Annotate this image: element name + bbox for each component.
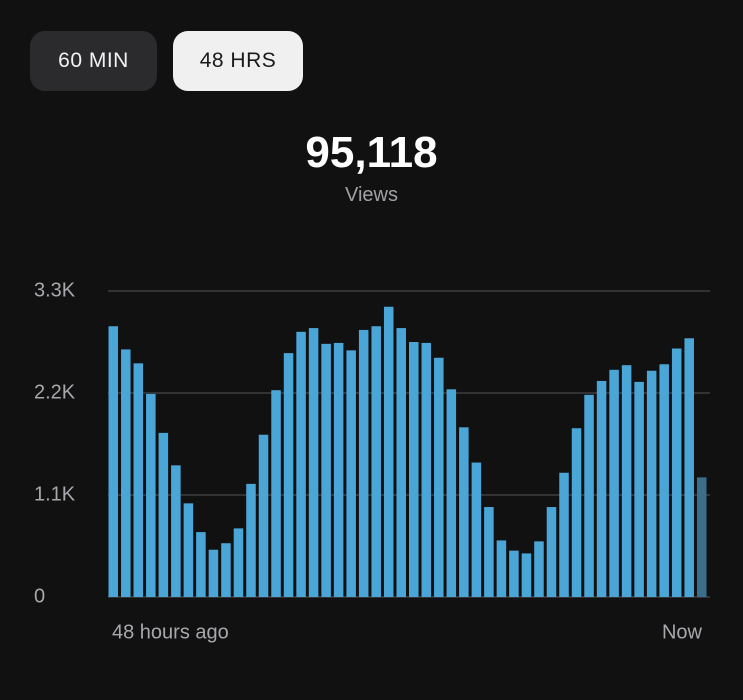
- bar: [509, 550, 519, 597]
- tab-60-min[interactable]: 60 MIN: [30, 31, 157, 91]
- bar: [396, 328, 406, 597]
- bar: [121, 349, 131, 597]
- bar: [283, 353, 294, 597]
- bar: [546, 507, 557, 597]
- tab-48-hrs[interactable]: 48 HRS: [173, 31, 303, 91]
- bar: [459, 427, 469, 597]
- bar: [371, 326, 381, 597]
- bar: [659, 364, 669, 597]
- bar: [484, 507, 494, 597]
- y-tick-label: 0: [34, 585, 45, 607]
- bar: [296, 331, 306, 597]
- bar: [333, 342, 344, 597]
- bar: [346, 350, 356, 597]
- bar: [621, 365, 632, 597]
- bar: [383, 306, 394, 597]
- bar: [183, 503, 194, 597]
- bar: [571, 428, 582, 597]
- bar: [684, 338, 694, 597]
- bar: [671, 348, 682, 597]
- bar: [158, 432, 169, 597]
- bar: [596, 380, 607, 597]
- bar: [696, 477, 707, 597]
- bar: [146, 393, 156, 597]
- bar: [646, 370, 657, 597]
- bar: [208, 549, 219, 597]
- x-tick-label: Now: [662, 621, 703, 643]
- bar: [246, 483, 256, 597]
- bar: [521, 553, 532, 597]
- bar: [634, 381, 644, 597]
- bar: [271, 390, 281, 597]
- bar: [258, 434, 269, 597]
- bar: [409, 342, 419, 597]
- bar: [196, 532, 206, 597]
- bar: [584, 394, 594, 597]
- bar: [108, 326, 119, 597]
- bar: [421, 342, 432, 597]
- bar: [471, 462, 482, 597]
- bar: [434, 357, 444, 597]
- bar: [133, 363, 144, 597]
- bar: [534, 541, 544, 597]
- bar: [233, 528, 244, 597]
- bar: [609, 369, 619, 597]
- bar: [171, 465, 181, 597]
- bar: [496, 540, 507, 597]
- x-tick-label: 48 hours ago: [112, 621, 229, 643]
- bar: [321, 343, 331, 597]
- bar: [358, 329, 369, 597]
- total-label: Views: [345, 184, 398, 206]
- total-views: 95,118: [305, 128, 438, 177]
- y-tick-label: 2.2K: [34, 381, 76, 403]
- y-tick-label: 3.3K: [34, 279, 76, 301]
- bar: [221, 543, 231, 597]
- bar: [446, 389, 457, 597]
- bar: [308, 328, 319, 597]
- y-tick-label: 1.1K: [34, 483, 76, 505]
- bar: [559, 472, 569, 597]
